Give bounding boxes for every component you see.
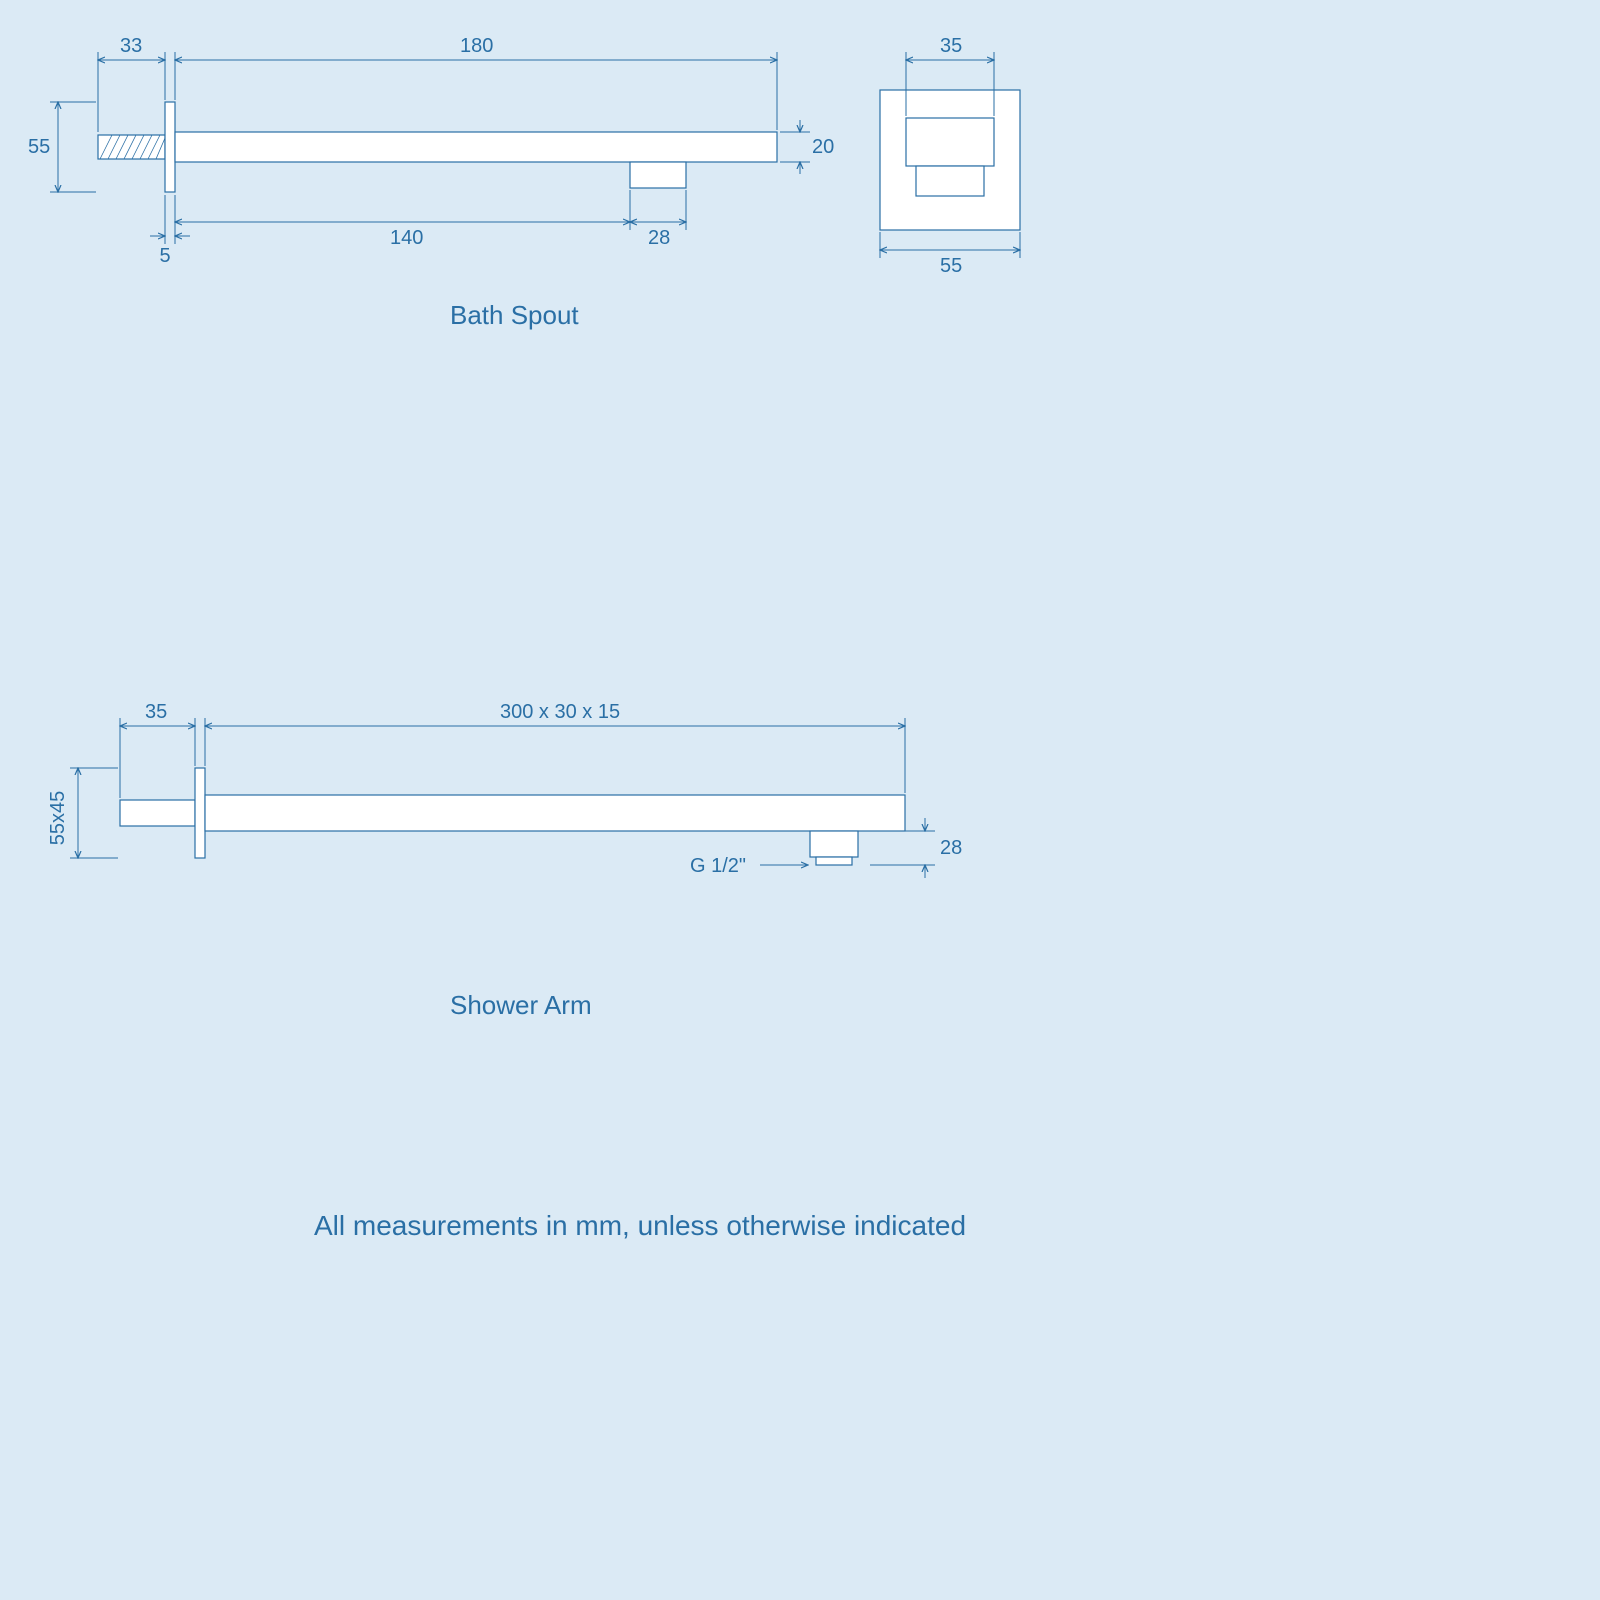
dim-sa-plate: 55x45 (47, 791, 69, 846)
dim-arm-h: 20 (812, 136, 834, 158)
bath-spout-front: 35 55 (880, 35, 1020, 277)
dim-front-inner: 35 (940, 35, 962, 57)
bath-spout-title: Bath Spout (450, 300, 579, 331)
dim-sa-thread-spec: G 1/2" (690, 855, 746, 877)
dim-sa-arm: 300 x 30 x 15 (500, 701, 620, 723)
dim-sa-thread: 35 (145, 701, 167, 723)
footer-note: All measurements in mm, unless otherwise… (0, 1210, 1280, 1242)
diagram-canvas: 33 180 55 20 5 140 28 (0, 0, 1280, 1280)
dim-sa-outlet-h: 28 (940, 837, 962, 859)
dim-arm-len: 180 (460, 35, 493, 57)
dim-thread-len: 33 (120, 35, 142, 57)
shower-arm-side: 35 300 x 30 x 15 55x45 28 G 1/2" (47, 701, 962, 878)
dim-plate-h: 55 (28, 136, 50, 158)
diagram-svg: 33 180 55 20 5 140 28 (0, 0, 1280, 1280)
dim-outlet-gap: 140 (390, 227, 423, 249)
dim-front-plate: 55 (940, 255, 962, 277)
dim-plate-w: 5 (159, 245, 170, 267)
shower-arm-title: Shower Arm (450, 990, 592, 1021)
dim-outlet-w: 28 (648, 227, 670, 249)
bath-spout-side: 33 180 55 20 5 140 28 (28, 35, 834, 267)
